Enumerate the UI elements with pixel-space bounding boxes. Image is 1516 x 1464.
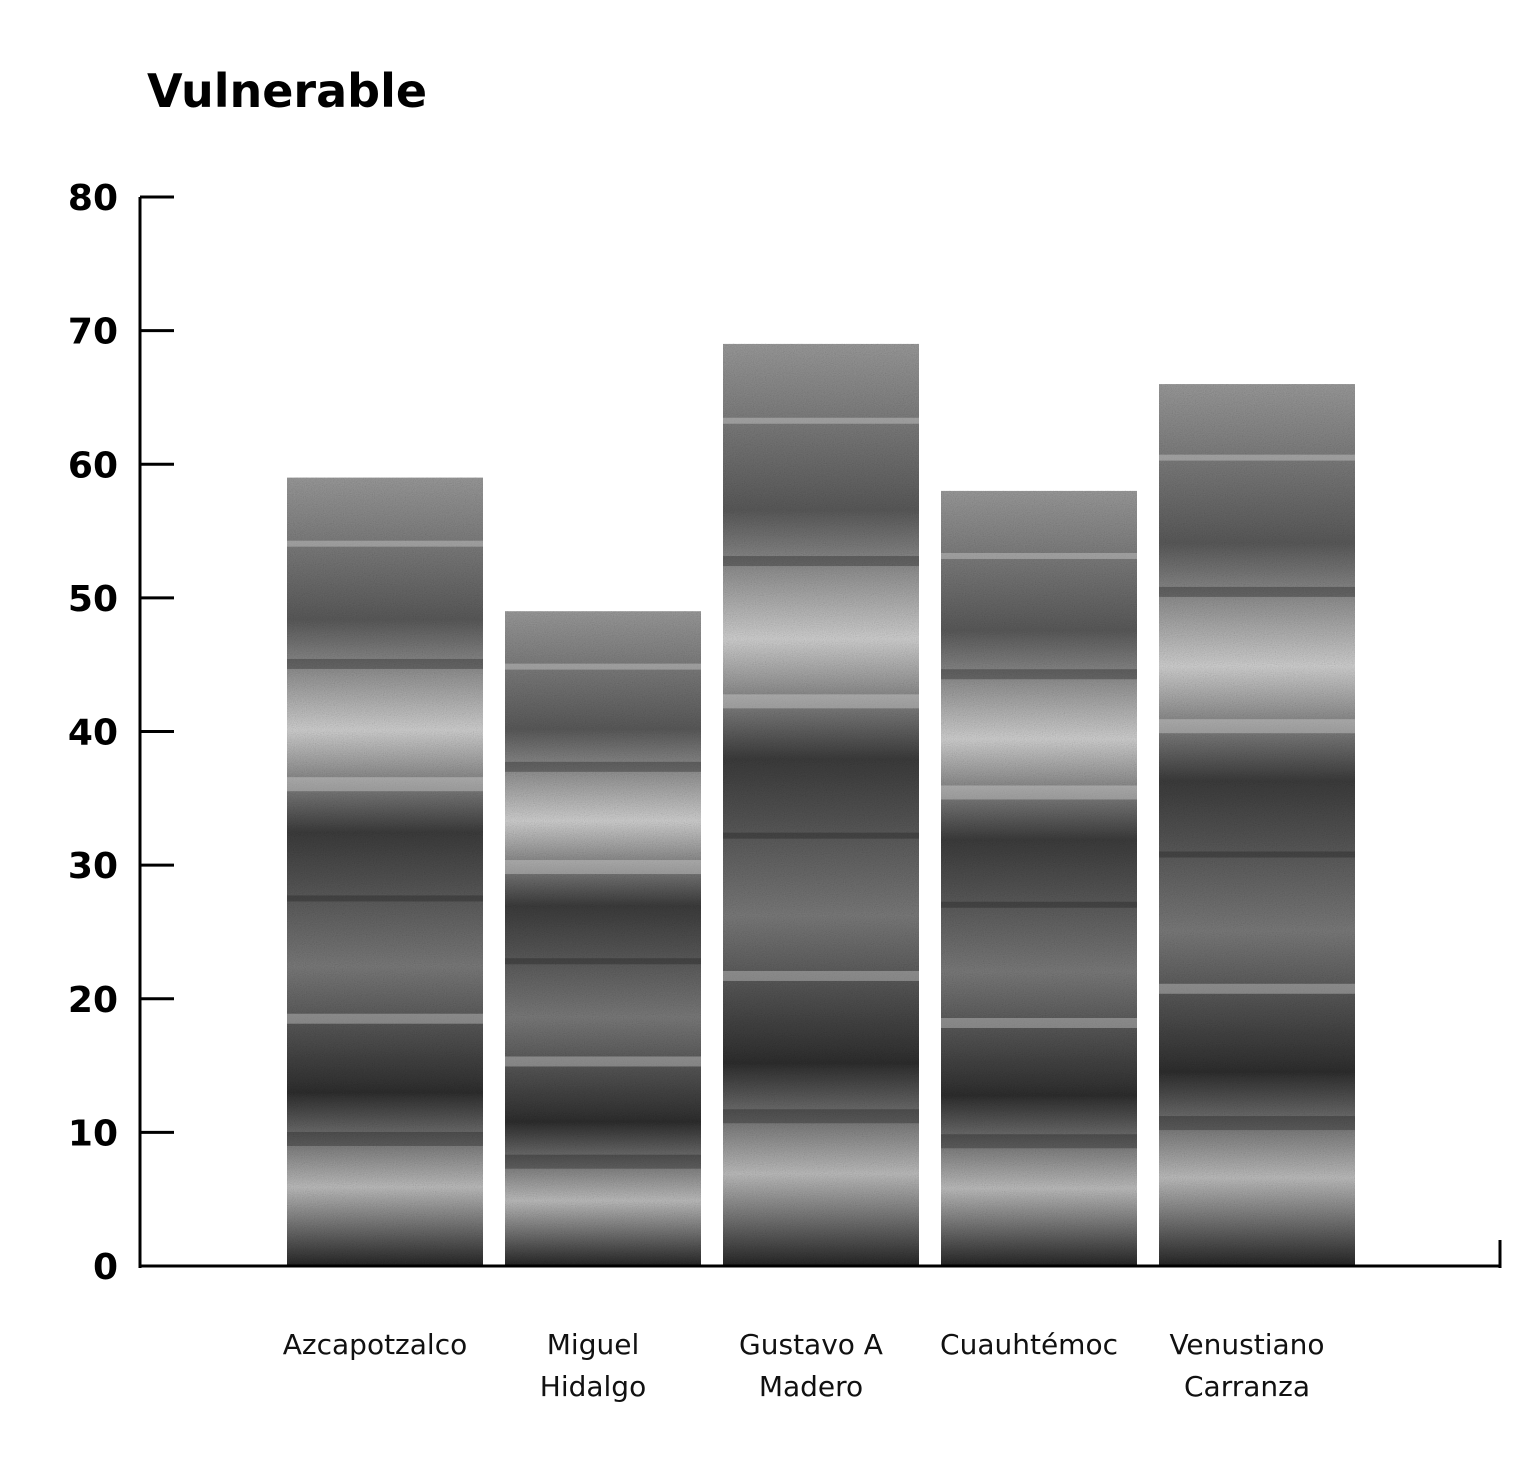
x-tick-label: Azcapotzalco [283, 1328, 467, 1361]
bar-texture-band [723, 556, 919, 567]
y-tick-label: 60 [68, 445, 118, 486]
bars-group [287, 343, 1355, 1267]
bar-azcapotzalco [287, 477, 483, 1266]
y-tick-label: 10 [68, 1113, 118, 1154]
bar-texture-band [505, 958, 701, 965]
bar [287, 477, 483, 1266]
bar-texture-band [1159, 1116, 1355, 1131]
bar-texture-band [1159, 983, 1355, 994]
x-tick-label-line: Gustavo A [739, 1328, 883, 1361]
x-tick-label: Gustavo A Madero [739, 1328, 883, 1403]
y-tick-label: 50 [68, 579, 118, 620]
bar-texture-band [505, 663, 701, 670]
y-tick-label: 40 [68, 713, 118, 754]
x-tick-label-line: Hidalgo [540, 1370, 646, 1403]
x-tick-label: Cuauhtémoc [940, 1328, 1118, 1361]
x-tick-label-line: Madero [759, 1370, 863, 1403]
bar-texture-band [1159, 586, 1355, 597]
bar-texture-band [287, 777, 483, 792]
bar-texture-band [287, 1131, 483, 1146]
chart-title: Vulnerable [147, 64, 427, 118]
bar-texture-band [723, 1109, 919, 1124]
bar-texture-band [287, 658, 483, 669]
x-tick-label-line: Cuauhtémoc [940, 1328, 1118, 1361]
y-tick-label: 30 [68, 846, 118, 887]
bar-gustavo-a-madero [723, 343, 919, 1266]
bar-texture-band [287, 1013, 483, 1024]
x-tick-label-line: Miguel [547, 1328, 639, 1361]
bar-texture-band [505, 1056, 701, 1067]
bar-texture-band [941, 1134, 1137, 1149]
bar-texture-band [723, 832, 919, 839]
bar-cuauht-moc [941, 490, 1137, 1267]
bar [723, 343, 919, 1266]
bar-texture-band [287, 540, 483, 547]
bar-texture-band [1159, 719, 1355, 734]
bar-texture-band [941, 901, 1137, 908]
x-tick-label-line: Venustiano [1169, 1328, 1324, 1361]
bar-texture-band [723, 694, 919, 709]
bar-texture-band [941, 785, 1137, 800]
y-axis-ticks: 0 10 20 30 40 50 60 70 80 [68, 178, 174, 1288]
bar-texture-band [941, 552, 1137, 559]
bar-texture-band [505, 860, 701, 875]
y-tick-label: 70 [68, 312, 118, 353]
x-axis-labels: Azcapotzalco Miguel Hidalgo Gustavo A Madero… [283, 1328, 1325, 1403]
bar-texture-band [723, 970, 919, 981]
bar-texture-band [941, 1017, 1137, 1028]
x-tick-label-line: Azcapotzalco [283, 1328, 467, 1361]
bar-texture-band [505, 1154, 701, 1169]
bar-texture-band [505, 761, 701, 772]
y-tick-label: 0 [93, 1247, 118, 1288]
x-tick-label-line: Carranza [1184, 1370, 1310, 1403]
bar-texture-band [941, 669, 1137, 680]
bar [505, 611, 701, 1266]
bar-texture-band [723, 417, 919, 424]
bar-texture-band [1159, 454, 1355, 461]
bar [941, 490, 1137, 1267]
bar-venustiano-carranza [1159, 384, 1355, 1266]
bar [1159, 384, 1355, 1266]
x-tick-label: Venustiano Carranza [1169, 1328, 1324, 1403]
x-tick-label: Miguel Hidalgo [540, 1328, 646, 1403]
y-tick-label: 80 [68, 178, 118, 219]
bar-texture-band [1159, 851, 1355, 858]
bar-texture-band [287, 895, 483, 902]
bar-miguel-hidalgo [505, 611, 701, 1266]
y-tick-label: 20 [68, 980, 118, 1021]
